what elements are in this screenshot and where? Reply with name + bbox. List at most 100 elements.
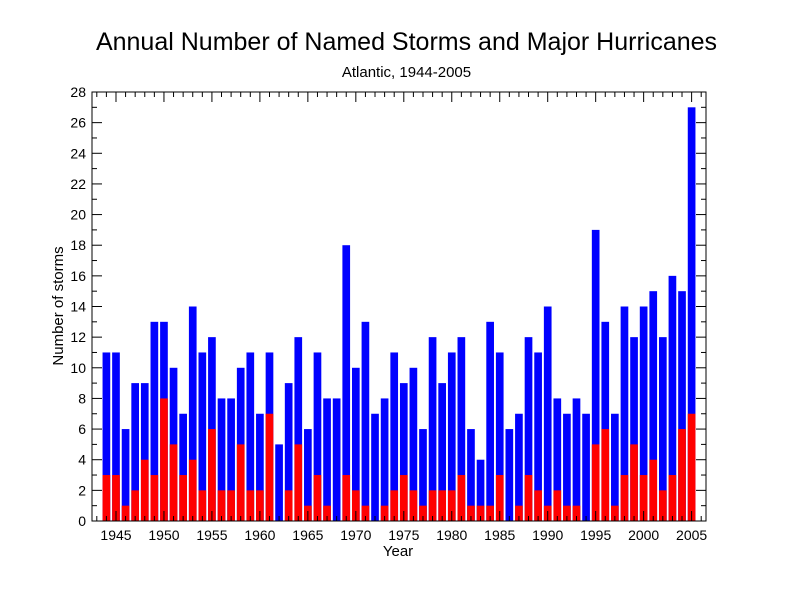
y-tick-label: 4 bbox=[78, 452, 86, 468]
major-hurricanes-bar-1951 bbox=[169, 444, 178, 521]
named-storms-bars bbox=[102, 107, 696, 521]
major-hurricanes-bar-1980 bbox=[447, 490, 456, 521]
y-tick-label: 24 bbox=[70, 145, 86, 161]
major-hurricanes-bar-1985 bbox=[495, 475, 504, 521]
named-storms-bar-1988 bbox=[524, 337, 533, 521]
major-hurricanes-bar-1964 bbox=[294, 444, 303, 521]
named-storms-bar-1971 bbox=[361, 321, 370, 521]
named-storms-bar-1993 bbox=[572, 398, 581, 521]
major-hurricanes-bar-1997 bbox=[611, 505, 619, 521]
major-hurricanes-bar-1976 bbox=[409, 490, 418, 521]
x-tick-label: 1950 bbox=[148, 527, 179, 543]
y-tick-label: 10 bbox=[70, 360, 86, 376]
named-storms-bar-1954 bbox=[198, 352, 207, 521]
major-hurricanes-bar-1970 bbox=[351, 490, 360, 521]
named-storms-bar-1978 bbox=[428, 337, 437, 521]
named-storms-bar-1984 bbox=[486, 321, 494, 521]
major-hurricanes-bar-1988 bbox=[524, 475, 533, 521]
named-storms-bar-1956 bbox=[217, 398, 226, 521]
major-hurricanes-bar-1967 bbox=[323, 505, 331, 521]
named-storms-bar-1967 bbox=[323, 398, 331, 521]
named-storms-bar-2003 bbox=[668, 275, 677, 521]
named-storms-bar-1957 bbox=[227, 398, 235, 521]
named-storms-bar-1995 bbox=[591, 229, 600, 521]
major-hurricanes-bar-1989 bbox=[534, 490, 542, 521]
named-storms-bar-1965 bbox=[304, 429, 312, 521]
major-hurricanes-bar-1946 bbox=[121, 505, 130, 521]
major-hurricanes-bar-1957 bbox=[227, 490, 235, 521]
named-storms-bar-1970 bbox=[351, 367, 360, 521]
major-hurricanes-bar-1961 bbox=[265, 413, 274, 521]
x-tick-label: 1975 bbox=[388, 527, 419, 543]
named-storms-bar-1997 bbox=[611, 413, 619, 521]
major-hurricanes-bar-2002 bbox=[658, 490, 667, 521]
major-hurricanes-bar-1973 bbox=[380, 505, 389, 521]
major-hurricanes-bar-1993 bbox=[572, 505, 581, 521]
major-hurricanes-bar-1987 bbox=[515, 505, 523, 521]
named-storms-bar-1989 bbox=[534, 352, 542, 521]
x-tick-label: 1945 bbox=[100, 527, 131, 543]
major-hurricanes-bar-1950 bbox=[160, 398, 168, 521]
chart-subtitle: Atlantic, 1944-2005 bbox=[341, 64, 472, 81]
x-tick-label: 1970 bbox=[340, 527, 371, 543]
y-tick-label: 20 bbox=[70, 207, 86, 223]
major-hurricanes-bar-1944 bbox=[102, 475, 111, 521]
y-tick-label: 22 bbox=[70, 176, 86, 192]
named-storms-bar-1959 bbox=[246, 352, 255, 521]
named-storms-bar-1981 bbox=[457, 337, 466, 521]
major-hurricanes-bar-1958 bbox=[236, 444, 245, 521]
y-tick-label: 12 bbox=[70, 329, 86, 345]
major-hurricanes-bars bbox=[102, 398, 696, 521]
major-hurricanes-bar-1975 bbox=[399, 475, 408, 521]
named-storms-bar-1944 bbox=[102, 352, 111, 521]
chart-title: Annual Number of Named Storms and Major … bbox=[95, 28, 718, 56]
major-hurricanes-bar-1979 bbox=[438, 490, 447, 521]
named-storms-bar-1963 bbox=[284, 383, 293, 521]
major-hurricanes-bar-2001 bbox=[649, 459, 658, 521]
major-hurricanes-bar-1984 bbox=[486, 505, 494, 521]
x-tick-label: 1965 bbox=[292, 527, 323, 543]
major-hurricanes-bar-1971 bbox=[361, 505, 370, 521]
x-tick-label: 1955 bbox=[196, 527, 227, 543]
named-storms-bar-1975 bbox=[399, 383, 408, 521]
named-storms-bar-1991 bbox=[553, 398, 562, 521]
named-storms-bar-1992 bbox=[563, 413, 571, 521]
named-storms-bar-1964 bbox=[294, 337, 303, 521]
named-storms-bar-1953 bbox=[188, 306, 197, 521]
y-tick-label: 0 bbox=[78, 513, 86, 529]
x-tick-label: 2005 bbox=[676, 527, 707, 543]
major-hurricanes-bar-1952 bbox=[179, 475, 187, 521]
major-hurricanes-bar-1947 bbox=[131, 490, 140, 521]
major-hurricanes-bar-1974 bbox=[390, 490, 399, 521]
named-storms-bar-2002 bbox=[658, 337, 667, 521]
named-storms-bar-1972 bbox=[371, 413, 379, 521]
x-tick-label: 1980 bbox=[436, 527, 467, 543]
major-hurricanes-bar-2003 bbox=[668, 475, 677, 521]
major-hurricanes-bar-1981 bbox=[457, 475, 466, 521]
major-hurricanes-bar-1991 bbox=[553, 490, 562, 521]
major-hurricanes-bar-2000 bbox=[639, 475, 648, 521]
named-storms-bar-1979 bbox=[438, 383, 447, 521]
major-hurricanes-bar-1998 bbox=[620, 475, 629, 521]
named-storms-bar-1974 bbox=[390, 352, 399, 521]
named-storms-bar-1983 bbox=[476, 459, 485, 521]
major-hurricanes-bar-1955 bbox=[208, 429, 216, 521]
major-hurricanes-bar-1948 bbox=[140, 459, 149, 521]
named-storms-bar-2005 bbox=[687, 107, 696, 521]
named-storms-bar-1960 bbox=[256, 413, 264, 521]
named-storms-bar-1962 bbox=[275, 444, 283, 521]
named-storms-bar-1998 bbox=[620, 306, 629, 521]
named-storms-bar-1985 bbox=[495, 352, 504, 521]
y-tick-label: 8 bbox=[78, 390, 86, 406]
major-hurricanes-bar-1949 bbox=[150, 475, 159, 521]
major-hurricanes-bar-1966 bbox=[313, 475, 322, 521]
named-storms-bar-1945 bbox=[112, 352, 120, 521]
major-hurricanes-bar-1983 bbox=[476, 505, 485, 521]
y-tick-label: 18 bbox=[70, 237, 86, 253]
y-tick-label: 28 bbox=[70, 84, 86, 100]
x-tick-label: 1960 bbox=[244, 527, 275, 543]
y-tick-label: 26 bbox=[70, 115, 86, 131]
x-tick-label: 1990 bbox=[532, 527, 563, 543]
